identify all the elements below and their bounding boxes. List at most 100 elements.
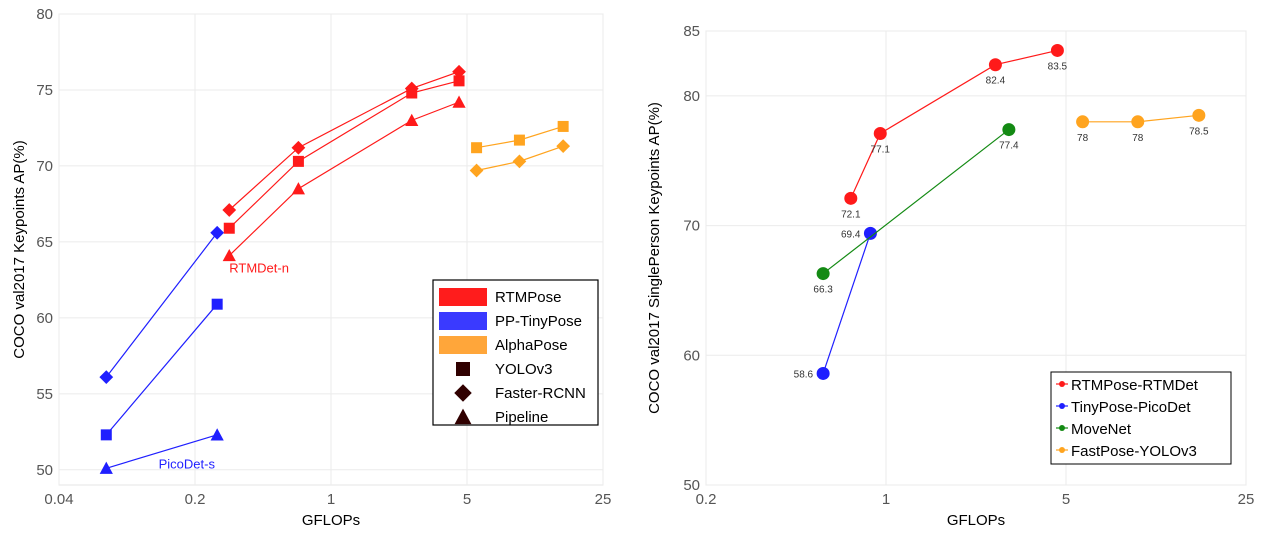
- x-tick-label: 0.2: [696, 491, 717, 508]
- data-point-rtmpose-pipeline: RTMPose Pipeline: 0.68, 68.5: [291, 182, 306, 195]
- data-point-alphapose-faster-rcnn: AlphaPose Faster-RCNN: 15.6, 71.3: [556, 139, 571, 154]
- legend-item-faster-rcnn: Faster-RCNN: [454, 384, 586, 402]
- legend-marker-tinypose-picodet: [1059, 403, 1065, 409]
- data-point-rtmpose-yolov3: RTMPose YOLOv3: 0.3, 65.9: [223, 222, 235, 234]
- legend-swatch-pp-tinypose: [439, 312, 487, 330]
- series-line-rtmpose-yolov3: [228, 80, 460, 229]
- series-line-rtmpose-pipeline: [228, 101, 460, 257]
- x-tick-label: 5: [463, 491, 471, 508]
- annotation-picodet-s: PicoDet-s: [159, 456, 216, 471]
- y-tick-label: 85: [683, 23, 700, 40]
- data-point-rtmpose-yolov3: RTMPose YOLOv3: 4.55, 75.6: [453, 75, 465, 87]
- legend-item-tinypose-picodet: TinyPose-PicoDet: [1056, 399, 1191, 416]
- legend-item-rtmpose-rtmdet: RTMPose-RTMDet: [1056, 377, 1199, 394]
- legend-label-tinypose-picodet: TinyPose-PicoDet: [1071, 399, 1191, 416]
- data-label-rtmpose-rtmdet: 83.5: [1048, 61, 1068, 72]
- legend: RTMPose PP-TinyPose AlphaPose YOLOv3 Faster-…: [432, 279, 599, 426]
- series-line-pp-tinypose-yolov3: [105, 303, 218, 436]
- annotation-rtmdet-n: RTMDet-n: [229, 260, 289, 275]
- series-line-rtmpose-rtmdet: [850, 49, 1058, 199]
- series-line-rtmpose-faster-rcnn: [228, 71, 460, 211]
- data-point-rtmpose-rtmdet: RTMPose-RTMDet: 0.95, 77.1: [873, 126, 887, 140]
- x-tick-label: 25: [595, 491, 612, 508]
- legend-marker-fastpose-yolov3: [1059, 447, 1065, 453]
- data-point-fastpose-yolov3: FastPose-YOLOv3: 5.8, 78: [1076, 115, 1090, 129]
- data-point-alphapose-yolov3: AlphaPose YOLOv3: 5.6, 71.2: [471, 142, 483, 154]
- data-label-fastpose-yolov3: 78.5: [1189, 126, 1209, 137]
- data-point-rtmpose-pipeline: RTMPose Pipeline: 4.55, 74.2: [452, 95, 466, 108]
- x-axis-label: GFLOPs: [302, 512, 360, 529]
- legend: RTMPose-RTMDet TinyPose-PicoDet MoveNet Fas…: [1050, 371, 1232, 465]
- data-label-rtmpose-rtmdet: 82.4: [986, 76, 1006, 87]
- data-point-rtmpose-yolov3: RTMPose YOLOv3: 0.68, 70.3: [292, 155, 304, 167]
- left-chart: 0.04 0.2 1 5 25 50 55 60 65 70 75 80 GFLOPs COCO val2…: [11, 6, 611, 529]
- y-tick-label: 75: [36, 82, 53, 99]
- y-tick-label: 70: [683, 218, 700, 235]
- data-point-pp-tinypose-yolov3: PP-TinyPose YOLOv3: 0.26, 60.9: [211, 298, 223, 310]
- data-point-alphapose-faster-rcnn: AlphaPose Faster-RCNN: 5.6, 69.7: [469, 163, 484, 178]
- data-point-rtmpose-yolov3: RTMPose YOLOv3: 2.6, 74.8: [406, 87, 418, 99]
- legend-label-rtmpose: RTMPose: [495, 289, 561, 306]
- legend-item-pp-tinypose: PP-TinyPose: [439, 312, 582, 330]
- data-label-fastpose-yolov3: 78: [1132, 133, 1144, 144]
- data-point-alphapose-faster-rcnn: AlphaPose Faster-RCNN: 9.3, 70.3: [512, 154, 527, 169]
- legend-label-faster-rcnn: Faster-RCNN: [495, 385, 586, 402]
- legend-label-rtmpose-rtmdet: RTMPose-RTMDet: [1071, 377, 1199, 394]
- data-point-pp-tinypose-pipeline: PP-TinyPose Pipeline: 0.07, 50.1: [99, 461, 113, 474]
- y-tick-label: 50: [36, 462, 53, 479]
- y-tick-label: 80: [36, 6, 53, 23]
- legend-marker-yolov3: [456, 362, 470, 376]
- data-point-rtmpose-pipeline: RTMPose Pipeline: 0.3, 64.1: [222, 248, 236, 262]
- right-chart: 0.2 1 5 25 50 60 70 80 85 GFLOPs COCO val2017 Sing…: [646, 23, 1254, 529]
- y-axis-label: COCO val2017 SinglePerson Keypoints AP(%…: [646, 102, 663, 414]
- y-tick-label: 70: [36, 158, 53, 175]
- legend-label-movenet: MoveNet: [1071, 421, 1132, 438]
- y-tick-label: 50: [683, 477, 700, 494]
- data-point-rtmpose-rtmdet: RTMPose-RTMDet: 4.63, 83.5: [1050, 43, 1064, 57]
- legend-item-alphapose: AlphaPose: [439, 336, 568, 354]
- data-point-rtmpose-rtmdet: RTMPose-RTMDet: 2.66, 82.4: [988, 58, 1002, 72]
- legend-marker-rtmpose-rtmdet: [1059, 381, 1065, 387]
- series-line-tinypose-picodet: [822, 233, 871, 374]
- legend-swatch-rtmpose: [439, 288, 487, 306]
- y-tick-label: 65: [36, 234, 53, 251]
- legend-label-pp-tinypose: PP-TinyPose: [495, 313, 582, 330]
- legend-label-alphapose: AlphaPose: [495, 337, 568, 354]
- legend-marker-movenet: [1059, 425, 1065, 431]
- x-tick-label: 1: [882, 491, 890, 508]
- legend-item-movenet: MoveNet: [1056, 421, 1132, 438]
- data-point-alphapose-yolov3: AlphaPose YOLOv3: 15.6, 72.6: [557, 120, 569, 132]
- legend-item-rtmpose: RTMPose: [439, 288, 561, 306]
- data-point-movenet: MoveNet: 0.57, 66.3: [816, 267, 830, 281]
- data-label-movenet: 66.3: [813, 285, 833, 296]
- y-tick-label: 60: [683, 347, 700, 364]
- data-point-rtmpose-faster-rcnn: RTMPose Faster-RCNN: 0.68, 71.2: [291, 140, 306, 155]
- y-axis-label: COCO val2017 Keypoints AP(%): [11, 140, 28, 358]
- data-point-tinypose-picodet: TinyPose-PicoDet: 0.57, 58.6: [816, 366, 830, 380]
- data-point-pp-tinypose-pipeline: PP-TinyPose Pipeline: 0.26, 52.3: [210, 428, 224, 441]
- data-point-rtmpose-pipeline: RTMPose Pipeline: 2.6, 73: [405, 113, 419, 126]
- data-point-pp-tinypose-yolov3: PP-TinyPose YOLOv3: 0.07, 52.3: [100, 429, 112, 441]
- legend-swatch-alphapose: [439, 336, 487, 354]
- data-point-fastpose-yolov3: FastPose-YOLOv3: 16.4, 78.5: [1192, 108, 1206, 122]
- data-point-tinypose-picodet: TinyPose-PicoDet: 0.87, 69.4: [863, 226, 877, 240]
- x-tick-label: 5: [1062, 491, 1070, 508]
- legend-label-fastpose-yolov3: FastPose-YOLOv3: [1071, 443, 1197, 460]
- y-tick-label: 60: [36, 310, 53, 327]
- data-label-rtmpose-rtmdet: 77.1: [871, 144, 891, 155]
- legend-marker-pipeline: [454, 408, 472, 425]
- data-point-fastpose-yolov3: FastPose-YOLOv3: 9.5, 78: [1131, 115, 1145, 129]
- legend-box: [1050, 371, 1232, 465]
- data-point-rtmpose-faster-rcnn: RTMPose Faster-RCNN: 4.55, 76.2: [452, 64, 466, 79]
- x-tick-label: 1: [327, 491, 335, 508]
- legend-label-pipeline: Pipeline: [495, 409, 548, 426]
- data-label-rtmpose-rtmdet: 72.1: [841, 209, 861, 220]
- data-point-pp-tinypose-faster-rcnn: PP-TinyPose Faster-RCNN: 0.26, 65.6: [210, 225, 225, 240]
- data-label-tinypose-picodet: 58.6: [794, 369, 814, 380]
- legend-label-yolov3: YOLOv3: [495, 361, 553, 378]
- legend-item-pipeline: Pipeline: [454, 408, 548, 426]
- y-tick-label: 55: [36, 386, 53, 403]
- series-line-movenet: [822, 129, 1010, 275]
- data-label-tinypose-picodet: 69.4: [841, 229, 861, 240]
